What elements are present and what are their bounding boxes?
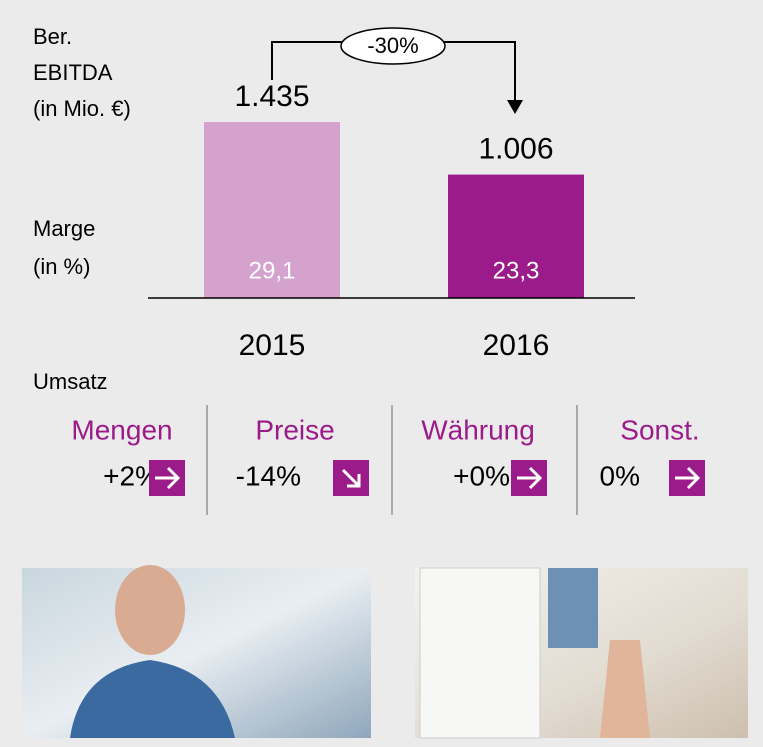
driver-name: Sonst. (620, 414, 699, 445)
trend-arrow (341, 468, 361, 488)
trend-arrow (517, 466, 543, 490)
y-axis-label: (in Mio. €) (33, 96, 131, 121)
value-label: 1.435 (234, 80, 309, 113)
photo-nurse (22, 565, 371, 738)
value-label: 1.006 (478, 133, 553, 166)
driver-change: 0% (600, 460, 640, 491)
margin-label: (in %) (33, 254, 90, 279)
margin-value-label: 23,3 (493, 257, 540, 284)
category-label: 2016 (483, 329, 550, 362)
driver-name: Preise (255, 414, 334, 445)
section-title: Umsatz (33, 369, 108, 394)
arrow-head (507, 100, 523, 114)
trend-arrow (155, 466, 181, 490)
driver-name: Mengen (71, 414, 172, 445)
driver-name: Währung (421, 414, 535, 445)
margin-value-label: 29,1 (249, 257, 296, 284)
change-annotation: -30% (367, 33, 418, 58)
photo-fridge (415, 567, 748, 739)
change-bubble (340, 27, 446, 65)
driver-change: +0% (453, 460, 510, 491)
bar (448, 174, 584, 298)
y-axis-label: EBITDA (33, 60, 113, 85)
margin-label: Marge (33, 216, 95, 241)
driver-change: -14% (236, 460, 301, 491)
bar (204, 122, 340, 298)
category-label: 2015 (239, 329, 306, 362)
trend-arrow (675, 466, 701, 490)
y-axis-label: Ber. (33, 24, 72, 49)
